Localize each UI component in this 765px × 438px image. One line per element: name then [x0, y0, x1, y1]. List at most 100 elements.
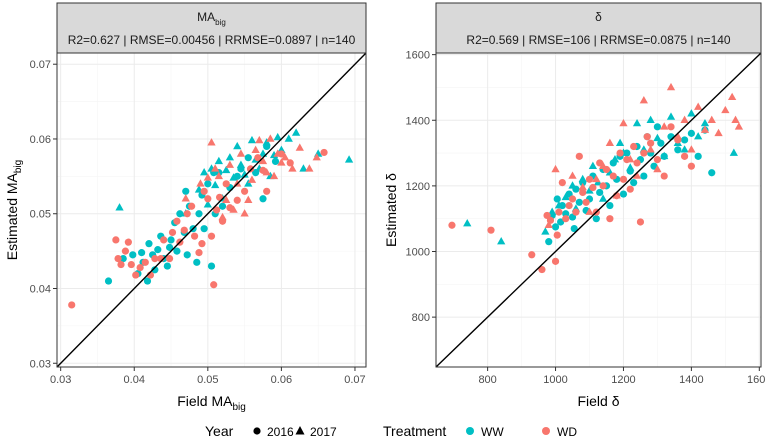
data-point-2016-ww: [575, 198, 583, 206]
data-point-2016-wd: [124, 238, 132, 246]
data-point-2016-wd: [582, 198, 590, 206]
data-point-2017-ww: [115, 203, 124, 211]
data-point-2017-ww: [687, 109, 696, 117]
legend-treatment-title: Treatment: [383, 423, 446, 438]
data-point-2017-ww: [344, 155, 354, 163]
data-point-2017-wd: [568, 171, 577, 179]
data-point-2016-wd: [551, 257, 560, 265]
data-point-2017-ww: [262, 138, 271, 146]
data-point-2016-ww: [218, 202, 227, 210]
data-point-2016-wd: [200, 187, 208, 195]
x-tick-label: 1400: [679, 374, 703, 386]
y-tick-label: 0.06: [30, 134, 51, 146]
data-point-2016-wd: [448, 221, 456, 229]
data-point-2016-wd: [233, 196, 241, 204]
data-point-2016-ww: [193, 258, 201, 266]
data-point-2016-ww: [630, 179, 638, 187]
x-tick-label: 1000: [543, 374, 567, 386]
data-point-2016-wd: [538, 265, 546, 274]
data-point-2017-wd: [544, 220, 553, 229]
data-point-2017-wd: [247, 175, 257, 183]
data-point-2017-ww: [653, 133, 662, 142]
data-point-2016-ww: [694, 152, 702, 160]
data-point-2016-ww: [163, 262, 171, 270]
data-point-2016-ww: [129, 251, 137, 259]
data-point-2016-ww: [640, 172, 648, 180]
data-point-2016-wd: [633, 159, 641, 167]
data-point-2017-ww: [244, 179, 253, 187]
legend-2016-circle-icon: [253, 427, 261, 435]
legend-ww-dot-icon: [466, 427, 474, 435]
data-point-2017-wd: [592, 174, 601, 183]
data-point-2017-wd: [269, 171, 279, 180]
x-tick-label: 0.06: [271, 374, 292, 386]
data-point-2017-wd: [687, 145, 696, 153]
data-point-2016-wd: [568, 195, 577, 203]
data-point-2017-ww: [229, 173, 238, 181]
data-point-2016-ww: [674, 146, 682, 154]
data-point-2016-wd: [653, 156, 662, 164]
data-point-2016-wd: [286, 159, 294, 167]
strip-ma: [56, 2, 367, 54]
data-point-2016-ww: [138, 249, 146, 257]
data-point-2017-ww: [632, 118, 642, 127]
data-point-2017-wd: [255, 135, 264, 144]
data-point-2017-wd: [666, 82, 676, 91]
data-point-2016-ww: [553, 195, 561, 203]
legend-treatment-wd: WD: [557, 425, 577, 438]
data-point-2017-wd: [721, 105, 730, 114]
y-tick-label: 800: [412, 312, 430, 324]
data-point-2017-ww: [273, 132, 282, 141]
strip-title-ma: MAbig: [197, 10, 226, 27]
data-point-2017-wd: [653, 164, 662, 173]
data-point-2016-wd: [183, 210, 191, 218]
data-point-2017-ww: [200, 168, 209, 176]
data-point-2017-wd: [277, 158, 286, 166]
data-point-2016-wd: [555, 208, 563, 216]
data-point-2016-wd: [127, 260, 135, 269]
y-tick-label: 0.03: [30, 358, 51, 370]
data-point-2016-wd: [572, 208, 580, 216]
data-point-2017-wd: [280, 153, 290, 161]
x-tick-label: 0.04: [124, 374, 145, 386]
data-point-2017-ww: [222, 165, 231, 174]
data-point-2017-wd: [207, 138, 216, 146]
data-point-2017-wd: [240, 209, 249, 217]
y-tick-label: 1600: [406, 50, 430, 62]
data-point-2017-wd: [680, 115, 689, 124]
data-point-2016-ww: [271, 157, 280, 166]
data-point-2017-ww: [497, 237, 506, 245]
data-point-2017-ww: [700, 118, 710, 127]
data-point-2017-ww: [680, 145, 689, 153]
panel-ma: MAbig R2=0.627 | RMSE=0.00456 | RRMSE=0.…: [4, 2, 367, 413]
data-point-2016-ww: [145, 240, 153, 248]
legend-2017-triangle-icon: [295, 426, 305, 435]
data-point-2016-wd: [188, 202, 196, 210]
data-point-2016-wd: [213, 206, 221, 214]
data-point-2017-wd: [305, 164, 314, 172]
data-point-2017-wd: [295, 143, 304, 151]
data-point-2017-ww: [615, 138, 625, 146]
x-axis-title-ma: Field MAbig: [177, 393, 246, 413]
data-point-2017-wd: [714, 128, 723, 137]
data-point-2017-wd: [605, 138, 615, 146]
data-point-2017-ww: [548, 207, 557, 215]
data-point-2016-ww: [619, 190, 628, 198]
legend-wd-dot-icon: [542, 427, 550, 435]
data-point-2016-wd: [241, 187, 249, 195]
identity-line-ma: [56, 52, 367, 368]
data-point-2016-wd: [687, 162, 695, 170]
data-point-2017-wd: [626, 155, 635, 163]
data-point-2016-wd: [626, 185, 634, 193]
data-point-2016-wd: [151, 254, 159, 263]
y-tick-label: 1400: [406, 115, 430, 127]
data-point-2016-wd: [585, 175, 594, 183]
data-point-2016-wd: [160, 236, 168, 244]
data-point-2017-wd: [700, 125, 710, 133]
points-ma: [68, 128, 354, 309]
data-point-2017-wd: [236, 149, 246, 157]
y-tick-label: 0.07: [30, 59, 51, 71]
data-point-2016-ww: [182, 187, 190, 195]
data-point-2017-ww: [561, 192, 570, 201]
